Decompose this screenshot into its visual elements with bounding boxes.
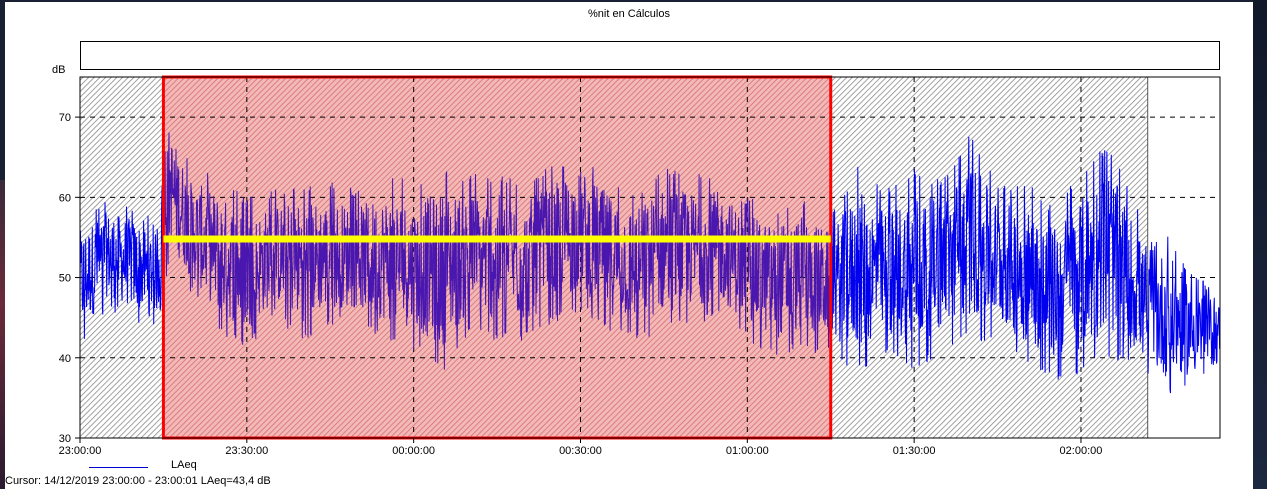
- x-tick-label-0: 23:00:00: [59, 445, 102, 457]
- laeq-series-line-pre: [79, 172, 164, 339]
- y-tick-label-30: 30: [59, 433, 71, 445]
- laeq-series-line-selected: [162, 132, 832, 370]
- y-tick-label-40: 40: [59, 353, 71, 365]
- cursor-readout: Cursor: 14/12/2019 23:00:00 - 23:00:01 L…: [5, 475, 271, 487]
- x-tick-label-1: 23:30:00: [225, 445, 268, 457]
- y-axis-unit-label: dB: [52, 64, 65, 76]
- x-tick-label-5: 01:30:00: [893, 445, 936, 457]
- chart-window: %nit en Cálculos dB 30 40 50 60 70 23:00:00 23:…: [5, 2, 1253, 489]
- plot-frame: [79, 76, 1221, 439]
- legend-series-label: LAeq: [171, 459, 197, 471]
- y-tick-label-60: 60: [59, 192, 71, 204]
- x-tick-label-6: 02:00:00: [1060, 445, 1103, 457]
- y-tick-label-50: 50: [59, 273, 71, 285]
- y-tick-label-70: 70: [59, 112, 71, 124]
- legend-header-box: [80, 41, 1220, 70]
- chart-title: %nit en Cálculos: [588, 8, 670, 20]
- background-right-edge: [1253, 0, 1267, 489]
- legend-series-swatch: [89, 467, 148, 468]
- x-tick-label-4: 01:00:00: [726, 445, 769, 457]
- x-tick-label-2: 00:00:00: [392, 445, 435, 457]
- x-tick-label-3: 00:30:00: [559, 445, 602, 457]
- laeq-series-line-post: [829, 136, 1221, 394]
- chart-canvas[interactable]: dB 30 40 50 60 70 23:00:00 23:30:00 00:00:00 00:3…: [5, 2, 1253, 489]
